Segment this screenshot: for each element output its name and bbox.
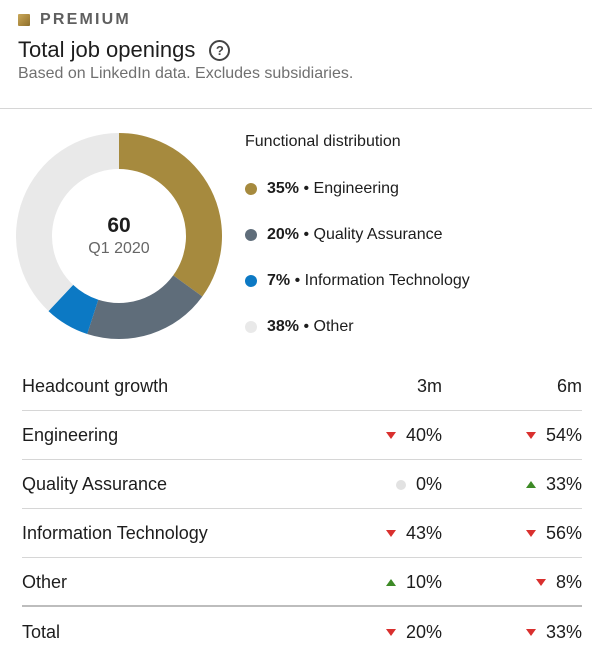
legend-item-quality-assurance: 20% • Quality Assurance bbox=[245, 226, 442, 244]
row-divider bbox=[22, 410, 582, 411]
decrease-arrow-icon bbox=[385, 432, 396, 439]
legend-name: • Other bbox=[303, 318, 354, 335]
divider bbox=[0, 108, 592, 109]
row-label: Other bbox=[22, 572, 68, 592]
legend-swatch bbox=[245, 275, 257, 287]
growth-6m: 8% bbox=[535, 572, 582, 593]
legend-name: • Engineering bbox=[303, 180, 399, 197]
table-row-quality-assurance: Quality Assurance 0% 33% bbox=[22, 460, 582, 509]
table-row-engineering: Engineering 40% 54% bbox=[22, 411, 582, 460]
table-header-row: Headcount growth 3m 6m bbox=[22, 362, 582, 411]
legend-name: • Quality Assurance bbox=[303, 226, 443, 243]
donut-center: 60 Q1 2020 bbox=[16, 133, 222, 339]
growth-3m: 20% bbox=[385, 622, 442, 643]
legend-swatch bbox=[245, 183, 257, 195]
growth-3m-value: 0% bbox=[415, 474, 442, 494]
row-divider bbox=[22, 459, 582, 460]
row-divider bbox=[22, 557, 582, 558]
row-label: Quality Assurance bbox=[22, 474, 168, 494]
page-subtitle: Based on LinkedIn data. Excludes subsidi… bbox=[18, 65, 354, 82]
growth-3m: 43% bbox=[385, 523, 442, 544]
legend-name: • Information Technology bbox=[294, 272, 470, 289]
donut-chart bbox=[16, 133, 222, 339]
growth-6m-value: 8% bbox=[555, 572, 582, 592]
legend-item-other: 38% • Other bbox=[245, 318, 354, 336]
legend-title: Functional distribution bbox=[245, 133, 401, 150]
increase-arrow-icon bbox=[385, 579, 396, 586]
column-3m-header: 3m bbox=[417, 376, 442, 397]
legend-pct: 35% bbox=[267, 180, 300, 197]
legend: Functional distribution 35% • Engineerin… bbox=[245, 133, 585, 335]
growth-6m-value: 33% bbox=[545, 622, 582, 642]
legend-pct: 38% bbox=[267, 318, 300, 335]
growth-6m-value: 54% bbox=[545, 425, 582, 445]
table-row-information-technology: Information Technology 43% 56% bbox=[22, 509, 582, 558]
total-divider bbox=[22, 605, 582, 607]
row-label: Engineering bbox=[22, 425, 119, 445]
donut-slice-information-technology bbox=[48, 284, 99, 334]
growth-6m: 33% bbox=[525, 474, 582, 495]
decrease-arrow-icon bbox=[385, 530, 396, 537]
column-6m-header: 6m bbox=[557, 376, 582, 397]
premium-badge: PREMIUM bbox=[18, 11, 131, 29]
donut-total-value: 60 bbox=[107, 214, 131, 237]
growth-6m: 33% bbox=[525, 622, 582, 643]
growth-6m-value: 56% bbox=[545, 523, 582, 543]
row-divider bbox=[22, 508, 582, 509]
donut-slice-other bbox=[16, 133, 119, 312]
decrease-arrow-icon bbox=[525, 530, 536, 537]
decrease-arrow-icon bbox=[525, 629, 536, 636]
table-row-other: Other 10% 8% bbox=[22, 558, 582, 607]
legend-item-engineering: 35% • Engineering bbox=[245, 180, 399, 198]
legend-item-information-technology: 7% • Information Technology bbox=[245, 272, 470, 290]
column-6m-label: 6m bbox=[556, 376, 582, 396]
donut-slice-engineering bbox=[119, 133, 222, 297]
question-circle-icon[interactable]: ? bbox=[209, 39, 231, 61]
decrease-arrow-icon bbox=[525, 432, 536, 439]
growth-6m: 54% bbox=[525, 425, 582, 446]
donut-period: Q1 2020 bbox=[88, 240, 150, 257]
premium-icon bbox=[18, 14, 30, 26]
decrease-arrow-icon bbox=[535, 579, 546, 586]
growth-6m-value: 33% bbox=[545, 474, 582, 494]
donut-slice-quality-assurance bbox=[87, 275, 203, 339]
row-label: Total bbox=[22, 622, 61, 642]
no-change-dot-icon bbox=[395, 479, 406, 490]
growth-3m-value: 40% bbox=[405, 425, 442, 445]
growth-3m-value: 43% bbox=[405, 523, 442, 543]
column-3m-label: 3m bbox=[416, 376, 442, 396]
table-header-label: Headcount growth bbox=[22, 376, 169, 396]
increase-arrow-icon bbox=[525, 481, 536, 488]
row-label: Information Technology bbox=[22, 523, 208, 543]
growth-3m: 0% bbox=[395, 474, 442, 495]
growth-6m: 56% bbox=[525, 523, 582, 544]
growth-3m-value: 20% bbox=[405, 622, 442, 642]
decrease-arrow-icon bbox=[385, 629, 396, 636]
growth-3m: 40% bbox=[385, 425, 442, 446]
title-row: Total job openings ? bbox=[18, 37, 231, 63]
growth-3m: 10% bbox=[385, 572, 442, 593]
page-title: Total job openings bbox=[18, 37, 196, 62]
legend-swatch bbox=[245, 321, 257, 333]
legend-pct: 7% bbox=[267, 272, 291, 289]
table-row-total: Total 20% 33% bbox=[22, 608, 582, 657]
legend-pct: 20% bbox=[267, 226, 300, 243]
growth-3m-value: 10% bbox=[405, 572, 442, 592]
legend-swatch bbox=[245, 229, 257, 241]
premium-label: PREMIUM bbox=[40, 11, 131, 28]
